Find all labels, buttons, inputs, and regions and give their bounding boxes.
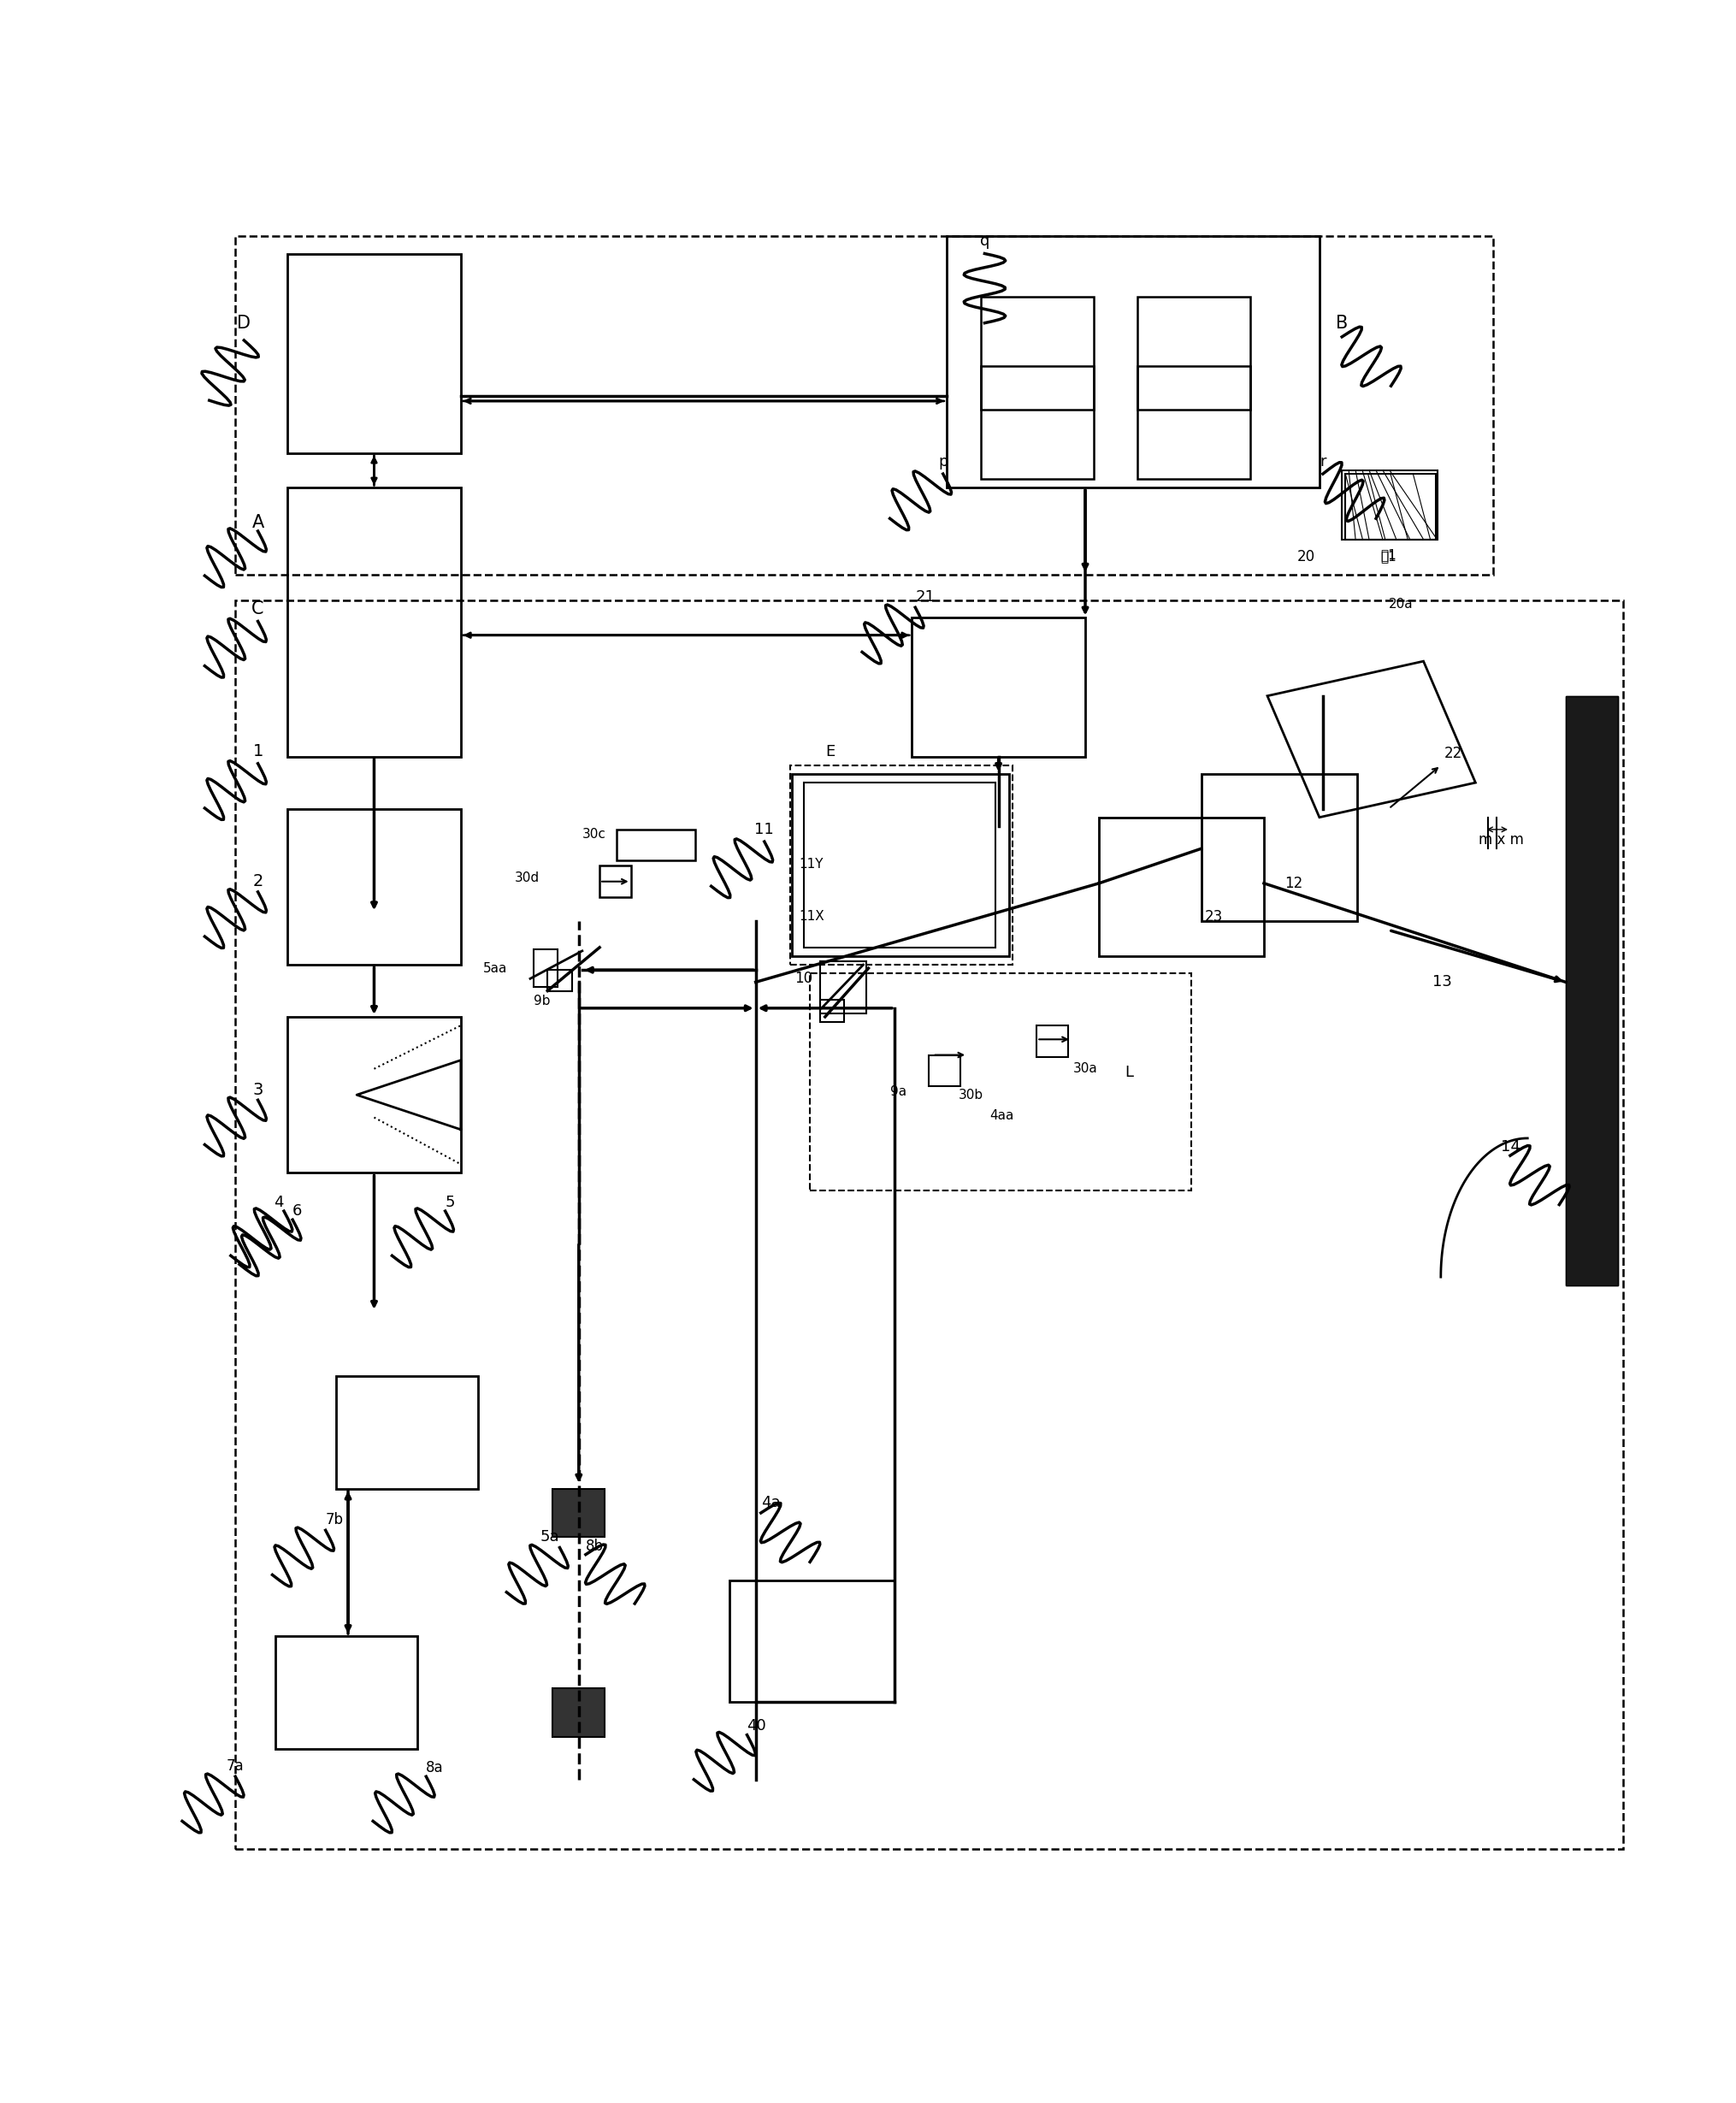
Bar <box>911 618 1085 757</box>
Text: 20: 20 <box>1297 549 1314 566</box>
Bar <box>234 236 1493 574</box>
Bar <box>274 1636 417 1750</box>
Text: q: q <box>979 233 990 248</box>
Text: 22: 22 <box>1444 744 1462 761</box>
Bar <box>819 961 866 1014</box>
Text: 40: 40 <box>746 1718 766 1735</box>
Bar <box>552 1489 604 1537</box>
Text: 23: 23 <box>1205 908 1222 925</box>
Text: 4a: 4a <box>760 1495 779 1510</box>
Bar <box>819 999 844 1022</box>
Bar <box>547 969 571 991</box>
Text: 9a: 9a <box>891 1085 906 1098</box>
Text: 11X: 11X <box>799 911 825 923</box>
Bar <box>792 774 1009 957</box>
Text: 8b: 8b <box>585 1537 604 1554</box>
Bar <box>1099 818 1264 957</box>
Bar <box>552 1689 604 1737</box>
Text: 3: 3 <box>252 1081 264 1098</box>
Text: D: D <box>238 315 250 332</box>
Text: 30b: 30b <box>958 1089 983 1102</box>
Bar <box>946 236 1319 488</box>
Text: 5a: 5a <box>540 1529 559 1546</box>
Bar <box>981 297 1094 410</box>
Bar <box>1137 366 1250 479</box>
Text: 11Y: 11Y <box>799 858 823 871</box>
Bar <box>1564 696 1616 1285</box>
Text: 10: 10 <box>795 972 812 986</box>
Bar <box>929 1056 960 1085</box>
Bar <box>1345 473 1436 540</box>
Bar <box>1137 297 1250 410</box>
Text: r: r <box>1319 454 1325 469</box>
Text: 7a: 7a <box>226 1758 245 1773</box>
Text: L: L <box>1125 1064 1134 1081</box>
Bar <box>533 948 557 986</box>
Bar <box>804 782 995 948</box>
Text: 30a: 30a <box>1073 1062 1097 1075</box>
Text: C: C <box>252 601 264 618</box>
Bar <box>286 254 460 452</box>
Bar <box>234 601 1621 1849</box>
Bar <box>335 1375 477 1489</box>
Bar <box>286 1018 460 1173</box>
Text: 11: 11 <box>753 822 774 837</box>
Text: 6: 6 <box>292 1203 302 1220</box>
Text: 30c: 30c <box>582 829 606 841</box>
Text: E: E <box>825 744 835 759</box>
Text: 21: 21 <box>915 589 934 606</box>
Text: 14: 14 <box>1500 1140 1519 1155</box>
Text: 8a: 8a <box>425 1760 444 1775</box>
Text: m x m: m x m <box>1477 833 1524 848</box>
Text: 図1: 図1 <box>1380 551 1396 564</box>
Text: 9b: 9b <box>533 995 550 1007</box>
Text: 7b: 7b <box>325 1512 344 1527</box>
Text: p: p <box>937 454 948 469</box>
Bar <box>981 366 1094 479</box>
Bar <box>809 974 1191 1190</box>
Bar <box>286 810 460 965</box>
Bar <box>286 488 460 757</box>
Bar <box>1036 1026 1068 1056</box>
Text: 12: 12 <box>1285 875 1302 892</box>
Text: 5: 5 <box>444 1195 455 1209</box>
Text: 2: 2 <box>252 873 264 890</box>
Text: 13: 13 <box>1432 974 1451 991</box>
Bar <box>1342 471 1437 540</box>
Text: 4aa: 4aa <box>990 1108 1014 1123</box>
Bar <box>790 765 1012 965</box>
Bar <box>616 829 694 860</box>
Text: 1: 1 <box>252 742 264 759</box>
Text: A: A <box>252 513 264 530</box>
Bar <box>1564 696 1616 1285</box>
Bar <box>729 1581 894 1701</box>
Text: 20a: 20a <box>1389 597 1413 610</box>
Text: 図1: 図1 <box>1380 549 1396 562</box>
Text: 30d: 30d <box>514 871 540 885</box>
Text: 4: 4 <box>274 1195 283 1209</box>
Text: B: B <box>1335 315 1347 332</box>
Text: 5aa: 5aa <box>483 961 507 974</box>
Bar <box>599 866 630 898</box>
Bar <box>1201 774 1358 921</box>
